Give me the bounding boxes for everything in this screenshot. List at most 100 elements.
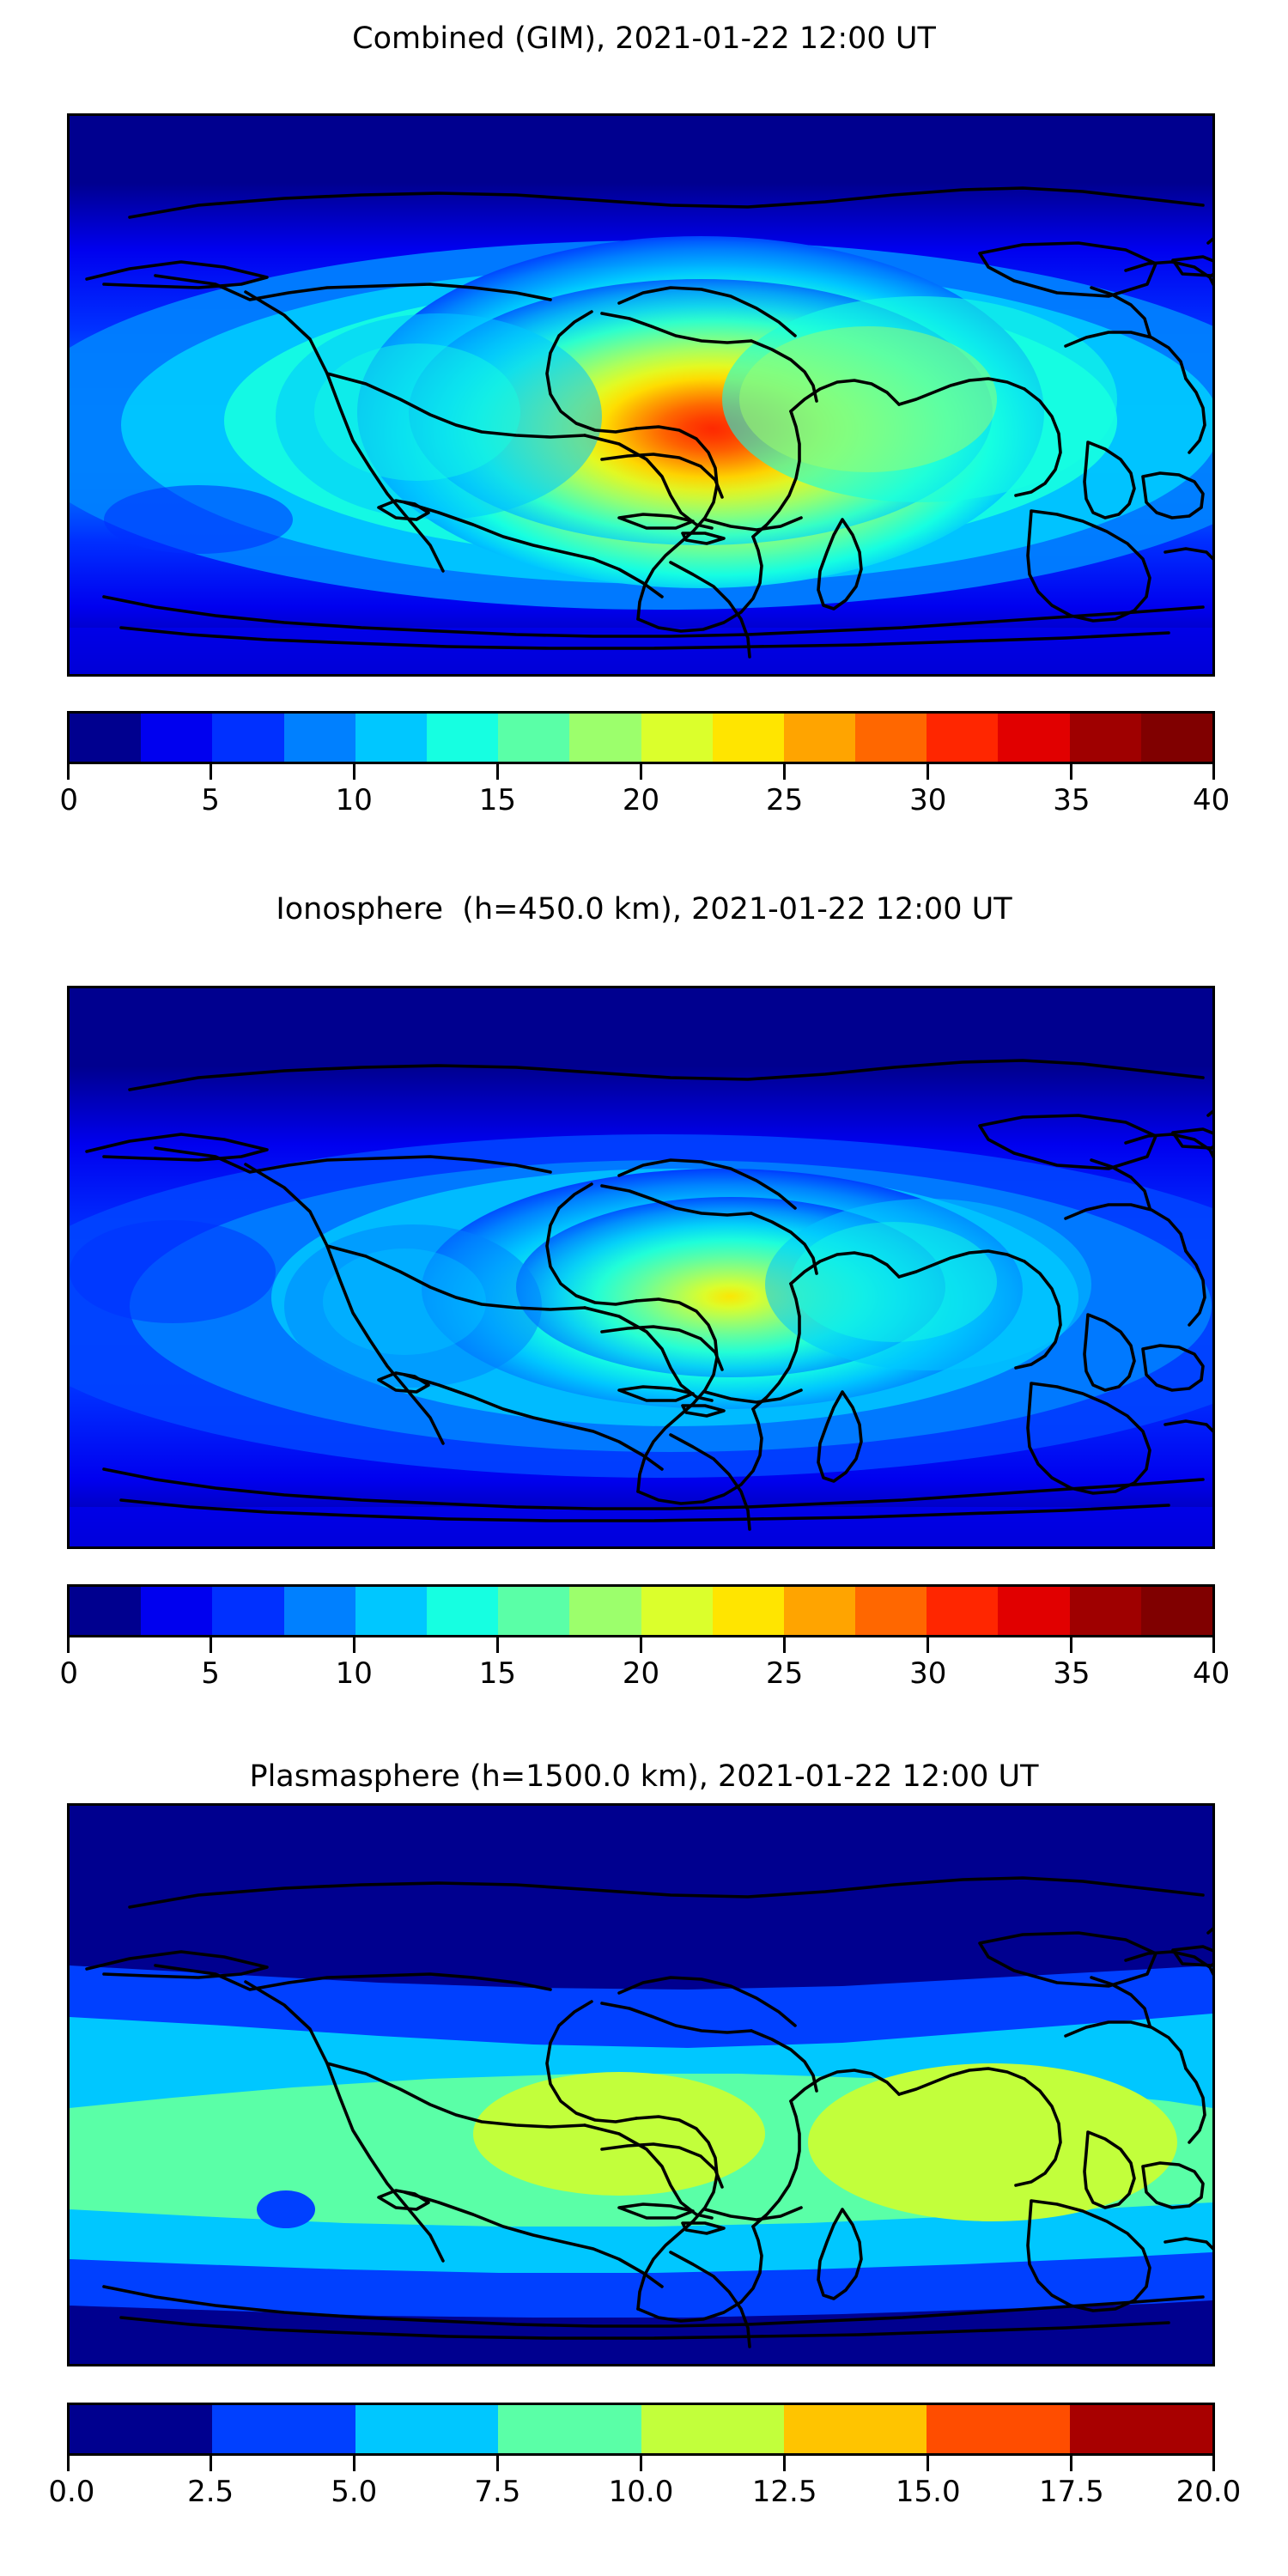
colorbar-tick-label: 20	[622, 1656, 660, 1691]
colorbar-tick-label: 25	[765, 1656, 804, 1691]
colorbar-tick-label: 0	[59, 1656, 78, 1691]
colorbar-tick	[1070, 2456, 1073, 2471]
colorbar-ionosphere: 0 5 10 15 20 25 30 35 40	[59, 1584, 1230, 1694]
colorbar-tick-label: 40	[1193, 783, 1230, 817]
colorbar-segment	[355, 2405, 499, 2453]
colorbar-tick	[640, 1637, 642, 1653]
colorbar-tick	[783, 1637, 787, 1653]
colorbar-segment	[283, 1587, 355, 1635]
colorbar-combined-gim: 0 5 10 15 20 25 30 35 40	[59, 711, 1230, 821]
colorbar-segment	[212, 714, 284, 762]
colorbar-tick-label: 15.0	[895, 2475, 961, 2509]
panel-combined-gim: Combined (GIM), 2021-01-22 12:00 UT	[0, 24, 1288, 54]
panel-plasmasphere: Plasmasphere (h=1500.0 km), 2021-01-22 1…	[0, 1762, 1288, 1792]
colorbar-strip-ionosphere	[67, 1584, 1215, 1637]
map-combined-gim	[67, 113, 1215, 677]
colorbar-segment	[998, 1587, 1070, 1635]
colorbar-segment	[1069, 1587, 1141, 1635]
colorbar-tick	[1212, 1637, 1215, 1653]
colorbar-segment	[927, 714, 999, 762]
colorbar-segment	[927, 2405, 1070, 2453]
map-ionosphere-450km	[67, 986, 1215, 1549]
colorbar-tick	[352, 2456, 355, 2471]
colorbar-tick-label: 25	[765, 783, 804, 817]
colorbar-tick	[927, 764, 930, 780]
colorbar-tick	[1212, 764, 1215, 780]
coastlines	[85, 1059, 1212, 1531]
colorbar-segment	[927, 1587, 999, 1635]
coastlines	[85, 186, 1212, 659]
colorbar-segment	[1140, 1587, 1212, 1635]
colorbar-segment	[783, 714, 856, 762]
colorbar-segment	[1069, 714, 1141, 762]
colorbar-labels-combined: 0 5 10 15 20 25 30 35 40	[59, 781, 1230, 821]
colorbar-segment	[141, 1587, 213, 1635]
colorbar-tick	[783, 2456, 787, 2471]
colorbar-segment	[212, 2405, 355, 2453]
colorbar-tick	[495, 764, 499, 780]
colorbar-tick-label: 40	[1193, 1656, 1230, 1691]
colorbar-tick-label: 0	[59, 783, 78, 817]
colorbar-segment	[712, 1587, 784, 1635]
colorbar-segment	[426, 714, 499, 762]
colorbar-tick-label: 5.0	[331, 2475, 378, 2509]
colorbar-tick-label: 10	[335, 783, 373, 817]
colorbar-ticks-combined	[67, 764, 1215, 781]
colorbar-tick	[67, 764, 70, 780]
colorbar-tick	[1212, 2456, 1215, 2471]
colorbar-tick	[495, 2456, 499, 2471]
colorbar-tick-label: 10.0	[608, 2475, 674, 2509]
colorbar-tick	[927, 2456, 930, 2471]
coastlines	[85, 1876, 1212, 2348]
colorbar-labels-ionosphere: 0 5 10 15 20 25 30 35 40	[59, 1655, 1230, 1694]
colorbar-tick-label: 17.5	[1039, 2475, 1104, 2509]
panel-ionosphere: Ionosphere (h=450.0 km), 2021-01-22 12:0…	[0, 895, 1288, 925]
colorbar-tick-label: 10	[335, 1656, 373, 1691]
colorbar-tick-label: 0.0	[48, 2475, 95, 2509]
colorbar-tick	[927, 1637, 930, 1653]
colorbar-tick	[352, 1637, 355, 1653]
colorbar-tick	[1070, 1637, 1073, 1653]
colorbar-tick-label: 30	[909, 1656, 947, 1691]
colorbar-tick	[1070, 764, 1073, 780]
colorbar-segment	[498, 1587, 570, 1635]
colorbar-labels-plasmasphere: 0.0 2.5 5.0 7.5 10.0 12.5 15.0 17.5 20.0	[48, 2473, 1241, 2512]
colorbar-tick-label: 12.5	[751, 2475, 817, 2509]
colorbar-segment	[498, 2405, 641, 2453]
colorbar-segment	[569, 1587, 641, 1635]
map-canvas-ionosphere	[70, 988, 1212, 1546]
colorbar-tick	[640, 764, 642, 780]
colorbar-tick	[209, 764, 212, 780]
colorbar-tick	[352, 764, 355, 780]
colorbar-tick-label: 2.5	[187, 2475, 234, 2509]
map-canvas-combined	[70, 116, 1212, 674]
colorbar-tick	[640, 2456, 642, 2471]
colorbar-segment	[569, 714, 641, 762]
colorbar-segment	[855, 714, 927, 762]
panel-title-ionosphere: Ionosphere (h=450.0 km), 2021-01-22 12:0…	[276, 892, 1012, 927]
colorbar-tick-label: 15	[478, 1656, 517, 1691]
colorbar-segment	[641, 714, 713, 762]
colorbar-tick-label: 5	[201, 783, 220, 817]
colorbar-tick-label: 35	[1053, 783, 1091, 817]
colorbar-ticks-plasmasphere	[67, 2456, 1215, 2473]
colorbar-segment	[283, 714, 355, 762]
map-canvas-plasmasphere	[70, 1806, 1212, 2364]
colorbar-tick-label: 30	[909, 783, 947, 817]
colorbar-tick	[209, 1637, 212, 1653]
colorbar-tick	[495, 1637, 499, 1653]
colorbar-segment	[212, 1587, 284, 1635]
colorbar-segment	[426, 1587, 499, 1635]
colorbar-tick-label: 35	[1053, 1656, 1091, 1691]
colorbar-segment	[70, 2405, 213, 2453]
panel-title-plasmasphere: Plasmasphere (h=1500.0 km), 2021-01-22 1…	[249, 1759, 1039, 1794]
colorbar-segment	[70, 1587, 142, 1635]
colorbar-segment	[355, 1587, 427, 1635]
colorbar-segment	[355, 714, 427, 762]
colorbar-tick-label: 7.5	[474, 2475, 521, 2509]
colorbar-plasmasphere: 0.0 2.5 5.0 7.5 10.0 12.5 15.0 17.5 20.0	[48, 2403, 1241, 2512]
colorbar-segment	[1140, 714, 1212, 762]
colorbar-segment	[783, 1587, 856, 1635]
colorbar-tick	[67, 1637, 70, 1653]
